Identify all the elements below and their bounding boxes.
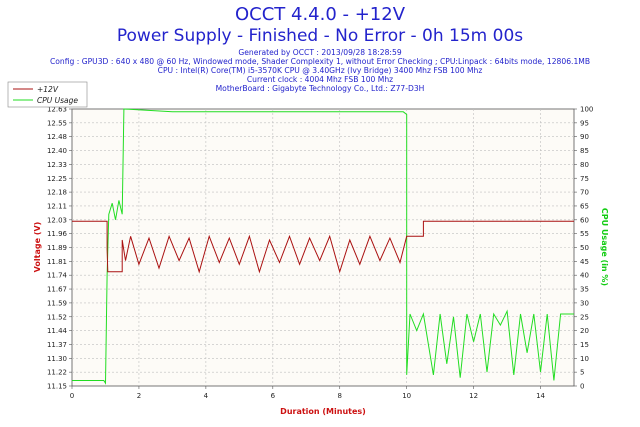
x-tick-label: 2 bbox=[137, 392, 141, 400]
x-tick-label: 6 bbox=[271, 392, 276, 400]
y-tick-label: 12.40 bbox=[47, 147, 67, 155]
x-tick-label: 10 bbox=[402, 392, 411, 400]
y-tick-label: 11.52 bbox=[47, 313, 67, 321]
y-tick-label: 11.15 bbox=[47, 383, 67, 391]
y-tick-label: 11.67 bbox=[47, 286, 67, 294]
y2-tick-label: 35 bbox=[580, 286, 589, 294]
y-tick-label: 11.37 bbox=[47, 341, 67, 349]
x-tick-label: 8 bbox=[337, 392, 341, 400]
y-tick-label: 11.89 bbox=[47, 244, 67, 252]
legend-box bbox=[7, 81, 88, 108]
y2-tick-label: 0 bbox=[580, 383, 584, 391]
y-tick-label: 12.55 bbox=[47, 119, 67, 127]
legend: +12V CPU Usage bbox=[7, 81, 88, 108]
y-tick-label: 11.81 bbox=[47, 258, 67, 266]
y-tick-label: 12.63 bbox=[47, 106, 67, 114]
y2-tick-label: 70 bbox=[580, 189, 589, 197]
y2-tick-label: 40 bbox=[580, 272, 589, 280]
x-tick-label: 12 bbox=[469, 392, 478, 400]
y2-tick-label: 80 bbox=[580, 161, 589, 169]
y2-tick-label: 25 bbox=[580, 313, 589, 321]
y-tick-label: 12.48 bbox=[47, 133, 67, 141]
info-config: Config : GPU3D : 640 x 480 @ 60 Hz, Wind… bbox=[49, 57, 591, 66]
y-tick-label: 12.33 bbox=[47, 161, 67, 169]
y-tick-label: 12.25 bbox=[47, 175, 67, 183]
x-tick-label: 0 bbox=[70, 392, 74, 400]
y-tick-label: 12.11 bbox=[47, 202, 67, 210]
x-tick-label: 4 bbox=[204, 392, 209, 400]
info-cpu: CPU : Intel(R) Core(TM) i5-3570K CPU @ 3… bbox=[157, 66, 483, 75]
chart-title: OCCT 4.4.0 - +12V bbox=[234, 4, 406, 25]
y2-tick-label: 5 bbox=[580, 369, 584, 377]
y2-tick-label: 20 bbox=[580, 327, 589, 335]
y-tick-label: 12.03 bbox=[47, 216, 67, 224]
chart-subtitle: Power Supply - Finished - No Error - 0h … bbox=[116, 26, 524, 46]
series-layer bbox=[72, 108, 574, 385]
x-axis-label: Duration (Minutes) bbox=[280, 407, 366, 416]
y2-tick-label: 10 bbox=[580, 355, 589, 363]
y2-axis-label: CPU Usage (in %) bbox=[600, 208, 609, 286]
plot-area bbox=[71, 108, 575, 387]
info-motherboard: MotherBoard : Gigabyte Technology Co., L… bbox=[215, 84, 425, 93]
y2-tick-label: 85 bbox=[580, 147, 589, 155]
info-generated: Generated by OCCT : 2013/09/28 18:28:59 bbox=[238, 48, 402, 57]
x-tick-label: 14 bbox=[536, 392, 545, 400]
y-tick-label: 11.59 bbox=[47, 299, 67, 307]
y-tick-label: 11.96 bbox=[47, 230, 68, 238]
y-tick-label: 11.22 bbox=[47, 369, 67, 377]
y2-tick-label: 90 bbox=[580, 133, 589, 141]
y-tick-label: 11.74 bbox=[47, 272, 68, 280]
legend-label-cpu: CPU Usage bbox=[37, 96, 78, 105]
y2-tick-label: 55 bbox=[580, 230, 589, 238]
y2-tick-label: 15 bbox=[580, 341, 589, 349]
y-tick-label: 12.18 bbox=[47, 189, 67, 197]
y-tick-label: 11.30 bbox=[47, 355, 67, 363]
series-line-12v bbox=[72, 220, 574, 274]
y2-tick-label: 45 bbox=[580, 258, 589, 266]
info-clock: Current clock : 4004 Mhz FSB 100 Mhz bbox=[246, 75, 394, 84]
y-axis-label: Voltage (V) bbox=[33, 222, 42, 273]
y2-tick-label: 75 bbox=[580, 175, 589, 183]
y2-tick-label: 30 bbox=[580, 299, 589, 307]
y2-tick-label: 50 bbox=[580, 244, 589, 252]
y2-tick-label: 100 bbox=[580, 106, 593, 114]
y2-tick-label: 95 bbox=[580, 119, 589, 127]
series-line-cpu-usage bbox=[72, 108, 574, 385]
y2-tick-label: 65 bbox=[580, 202, 589, 210]
legend-label-12v: +12V bbox=[37, 85, 59, 94]
y-tick-label: 11.44 bbox=[47, 327, 68, 335]
y2-tick-label: 60 bbox=[580, 216, 589, 224]
